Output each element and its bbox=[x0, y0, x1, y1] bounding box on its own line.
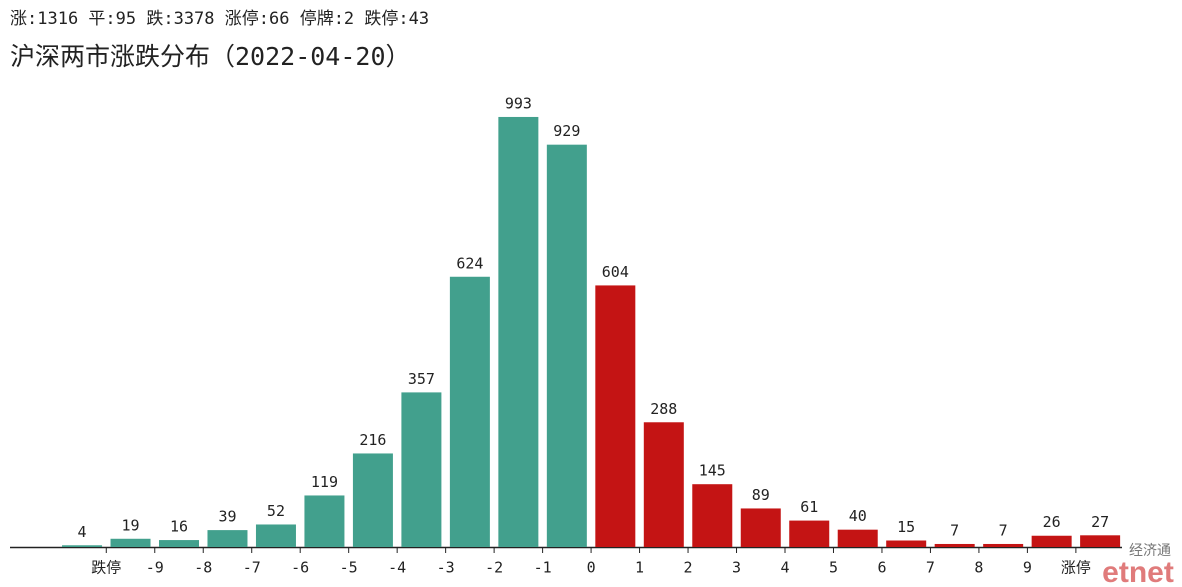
bar bbox=[886, 540, 927, 547]
x-tick-label: -7 bbox=[243, 559, 261, 577]
x-tick-label: -5 bbox=[340, 559, 358, 577]
bar bbox=[62, 545, 103, 547]
x-tick-label: 0 bbox=[587, 559, 596, 577]
bar bbox=[352, 453, 393, 547]
value-label: 15 bbox=[897, 518, 915, 536]
x-tick-label: -9 bbox=[146, 559, 164, 577]
x-tick-label: -3 bbox=[437, 559, 455, 577]
x-tick-label: 4 bbox=[780, 559, 789, 577]
value-label: 145 bbox=[699, 462, 726, 480]
bar bbox=[498, 116, 539, 547]
bar bbox=[1031, 535, 1072, 547]
x-tick-label: 7 bbox=[926, 559, 935, 577]
value-label: 929 bbox=[553, 122, 580, 140]
value-label: 216 bbox=[359, 431, 386, 449]
x-tick-label: 2 bbox=[684, 559, 693, 577]
bar bbox=[643, 422, 684, 547]
watermark-cn: 经济通 bbox=[1129, 543, 1171, 559]
value-label: 26 bbox=[1043, 513, 1061, 531]
bar bbox=[789, 520, 830, 547]
x-tick-label: 跌停 bbox=[91, 559, 121, 577]
value-label: 89 bbox=[752, 486, 770, 504]
x-tick-label: 5 bbox=[829, 559, 838, 577]
value-label: 7 bbox=[999, 521, 1008, 539]
bar bbox=[934, 543, 975, 547]
x-tick-label: -2 bbox=[485, 559, 503, 577]
bar bbox=[159, 540, 199, 547]
value-label: 604 bbox=[602, 263, 629, 281]
bar bbox=[304, 495, 345, 547]
value-label: 61 bbox=[800, 498, 818, 516]
value-label: 27 bbox=[1091, 513, 1109, 531]
bar bbox=[110, 538, 151, 547]
bar bbox=[449, 276, 490, 547]
chart-title: 沪深两市涨跌分布（2022-04-20） bbox=[10, 42, 411, 71]
bar bbox=[740, 508, 781, 547]
value-label: 993 bbox=[505, 94, 532, 112]
bar bbox=[401, 392, 442, 547]
bar bbox=[1080, 535, 1121, 547]
bar bbox=[837, 529, 878, 547]
x-tick-label: 9 bbox=[1023, 559, 1032, 577]
x-tick-label: 6 bbox=[877, 559, 886, 577]
x-tick-label: -4 bbox=[388, 559, 406, 577]
value-label: 119 bbox=[311, 473, 338, 491]
x-tick-label: 1 bbox=[635, 559, 644, 577]
x-tick-label: 涨停 bbox=[1061, 559, 1091, 577]
bar bbox=[255, 524, 296, 547]
bar bbox=[692, 484, 733, 547]
watermark-logo: etnet bbox=[1102, 556, 1174, 587]
bar bbox=[207, 530, 248, 547]
value-label: 288 bbox=[650, 400, 677, 418]
bar bbox=[595, 285, 636, 547]
value-label: 19 bbox=[121, 516, 139, 534]
x-tick-label: 3 bbox=[732, 559, 741, 577]
x-tick-label: 8 bbox=[974, 559, 983, 577]
value-label: 40 bbox=[849, 507, 867, 525]
x-tick-label: -1 bbox=[534, 559, 552, 577]
bar bbox=[546, 144, 587, 547]
value-label: 7 bbox=[950, 521, 959, 539]
bar bbox=[983, 543, 1024, 547]
chart-subtitle: 涨:1316 平:95 跌:3378 涨停:66 停牌:2 跌停:43 bbox=[10, 9, 429, 29]
value-label: 52 bbox=[267, 502, 285, 520]
value-label: 357 bbox=[408, 370, 435, 388]
value-label: 39 bbox=[218, 508, 236, 526]
x-tick-label: -6 bbox=[291, 559, 309, 577]
value-label: 624 bbox=[456, 254, 483, 272]
x-tick-label: -8 bbox=[194, 559, 212, 577]
value-label: 16 bbox=[170, 518, 188, 536]
value-label: 4 bbox=[78, 523, 87, 541]
